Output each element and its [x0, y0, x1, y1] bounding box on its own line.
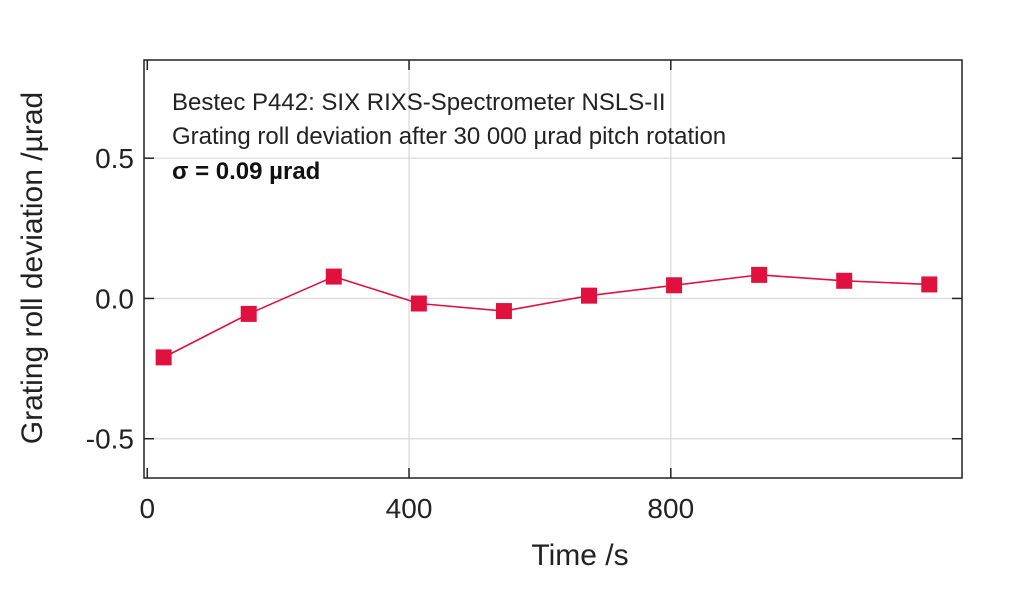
data-point-marker [921, 276, 938, 293]
data-point-marker [325, 268, 342, 285]
series-line [163, 274, 930, 359]
y-tick-label: 0.5 [95, 143, 134, 174]
x-tick-label: 0 [139, 493, 155, 524]
x-tick-label: 400 [386, 493, 433, 524]
data-point-marker [155, 349, 172, 366]
annotation-line-1: Bestec P442: SIX RIXS-Spectrometer NSLS-… [172, 89, 666, 116]
data-point-marker [666, 277, 683, 294]
grid-lines [144, 60, 962, 478]
annotation-line-2: Grating roll deviation after 30 000 µrad… [172, 123, 726, 150]
data-point-marker [240, 305, 257, 322]
annotation-sigma: σ = 0.09 µrad [172, 158, 320, 185]
x-axis-title: Time /s [531, 539, 628, 572]
data-point-marker [580, 287, 597, 304]
x-tick-label: 800 [647, 493, 694, 524]
y-tick-label: -0.5 [86, 424, 134, 455]
data-series [155, 266, 938, 366]
data-point-marker [495, 303, 512, 320]
axis-ticks: 0 400 800 0.5 0.0 -0.5 [86, 60, 962, 524]
data-point-marker [410, 295, 427, 312]
data-point-marker [836, 272, 853, 289]
plot-frame [143, 59, 963, 479]
data-point-marker [751, 266, 768, 283]
y-axis-title: Grating roll deviation /µrad [16, 92, 49, 444]
y-tick-label: 0.0 [95, 283, 134, 314]
